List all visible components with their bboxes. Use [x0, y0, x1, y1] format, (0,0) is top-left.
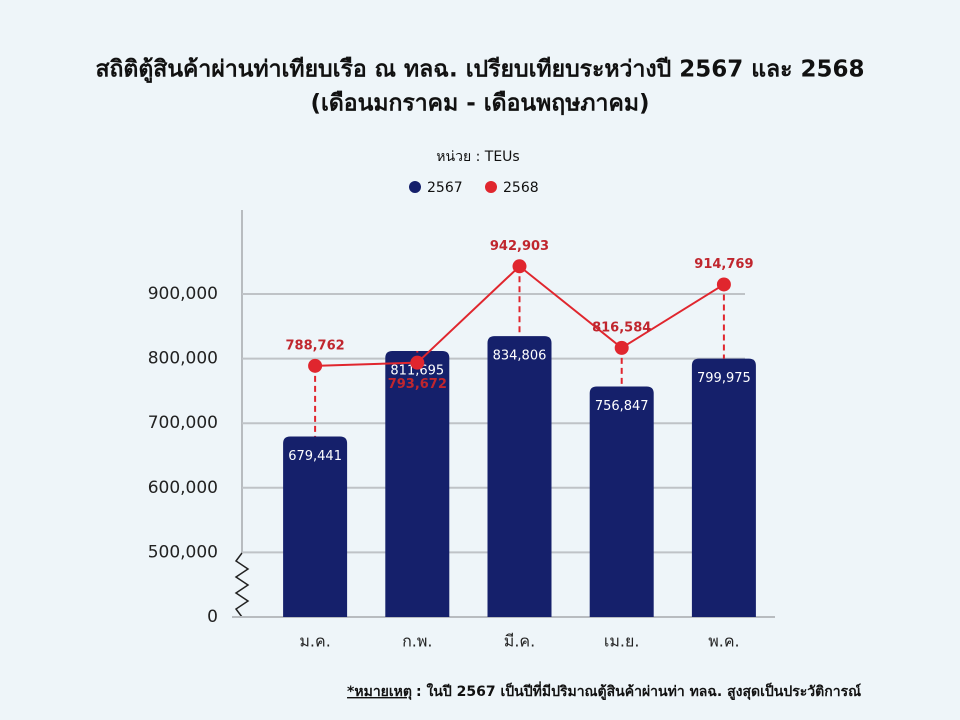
bar-value-label: 799,975 — [697, 371, 751, 386]
y-tick-label: 0 — [207, 607, 218, 627]
line-value-label: 914,769 — [694, 257, 753, 272]
legend-label: 2568 — [503, 180, 539, 196]
line-value-label: 942,903 — [490, 239, 549, 254]
chart-title: สถิติตู้สินค้าผ่านท่าเทียบเรือ ณ ทลฉ. เป… — [95, 57, 864, 84]
bar-value-label: 679,441 — [288, 449, 342, 464]
x-tick-label: พ.ค. — [708, 632, 739, 651]
x-tick-label: มี.ค. — [504, 632, 535, 651]
y-tick-label: 700,000 — [148, 413, 218, 433]
bar — [487, 336, 552, 617]
bar — [283, 436, 348, 617]
x-tick-label: ม.ค. — [299, 632, 330, 651]
y-tick-label: 900,000 — [148, 284, 218, 304]
legend-marker — [409, 181, 421, 193]
chart-subtitle: (เดือนมกราคม - เดือนพฤษภาคม) — [310, 91, 649, 117]
point — [716, 277, 731, 292]
bar-value-label: 756,847 — [595, 399, 649, 414]
note-label: *หมายเหตุ — [347, 684, 412, 700]
x-tick-label: เม.ย. — [604, 632, 640, 651]
bar — [589, 386, 654, 617]
unit-label: หน่วย : TEUs — [436, 149, 519, 165]
bar-value-label: 834,806 — [493, 349, 547, 364]
bar — [691, 358, 756, 617]
legend-label: 2567 — [427, 180, 463, 196]
legend-marker — [485, 181, 497, 193]
note-text: : ในปี 2567 เป็นปีที่มีปริมาณตู้สินค้าผ่… — [416, 681, 861, 700]
axis-break — [234, 552, 250, 618]
line-value-label: 788,762 — [285, 338, 344, 353]
line-value-label: 793,672 — [388, 377, 447, 392]
point — [614, 340, 629, 355]
point — [410, 355, 425, 370]
line-value-label: 816,584 — [592, 320, 651, 335]
point — [512, 259, 527, 274]
y-tick-label: 600,000 — [148, 478, 218, 498]
point — [308, 358, 323, 373]
bar — [385, 351, 450, 617]
y-tick-label: 500,000 — [148, 542, 218, 562]
x-tick-label: ก.พ. — [402, 632, 432, 651]
bar-value-label: 811,695 — [390, 364, 444, 379]
y-tick-label: 800,000 — [148, 349, 218, 369]
